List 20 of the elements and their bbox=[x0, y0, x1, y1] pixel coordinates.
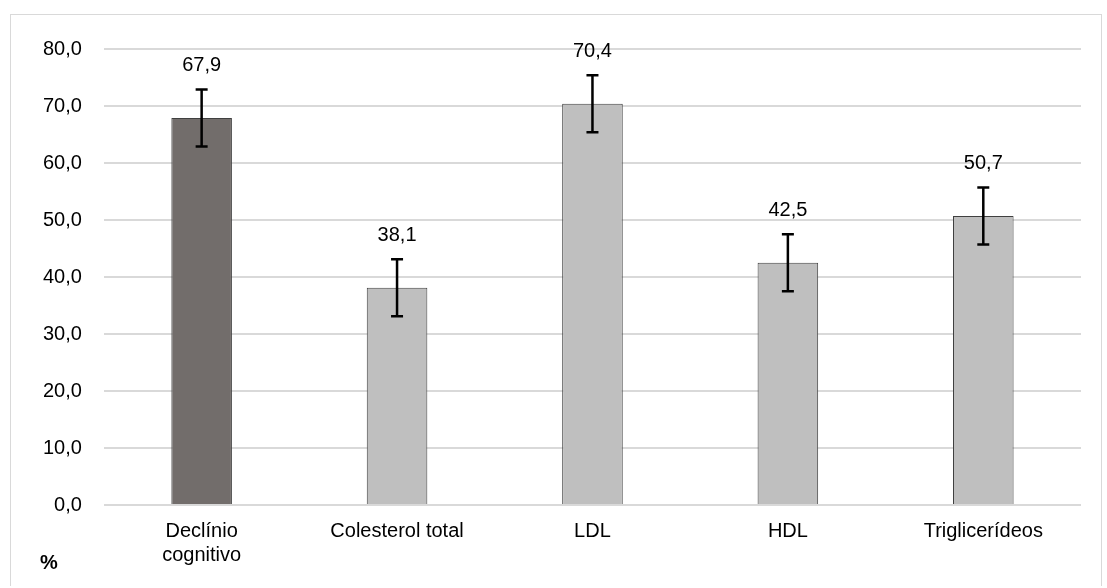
x-tick-label: Colesterol total bbox=[330, 518, 464, 541]
y-tick-label: 80,0 bbox=[42, 36, 82, 59]
y-tick-label: 40,0 bbox=[42, 264, 82, 287]
y-tick-label: 10,0 bbox=[42, 435, 82, 458]
y-tick-label: 30,0 bbox=[42, 321, 82, 344]
x-tick-label: Declínio cognitivo bbox=[162, 518, 242, 565]
data-label: 38,1 bbox=[377, 222, 417, 245]
y-tick-label: 50,0 bbox=[42, 207, 82, 230]
y-tick-label: 20,0 bbox=[42, 378, 82, 401]
y-axis-title: % bbox=[40, 550, 59, 573]
y-tick-label: 70,0 bbox=[42, 93, 82, 116]
x-tick-label: Triglicerídeos bbox=[923, 518, 1043, 541]
data-label: 50,7 bbox=[963, 151, 1003, 174]
x-tick-label: LDL bbox=[574, 518, 611, 541]
data-label: 70,4 bbox=[572, 38, 612, 61]
y-tick-label: 0,0 bbox=[54, 492, 82, 515]
data-label: 67,9 bbox=[182, 52, 222, 75]
data-label: 42,5 bbox=[768, 197, 808, 220]
y-tick-label: 60,0 bbox=[42, 150, 82, 173]
x-tick-label: HDL bbox=[767, 518, 808, 541]
